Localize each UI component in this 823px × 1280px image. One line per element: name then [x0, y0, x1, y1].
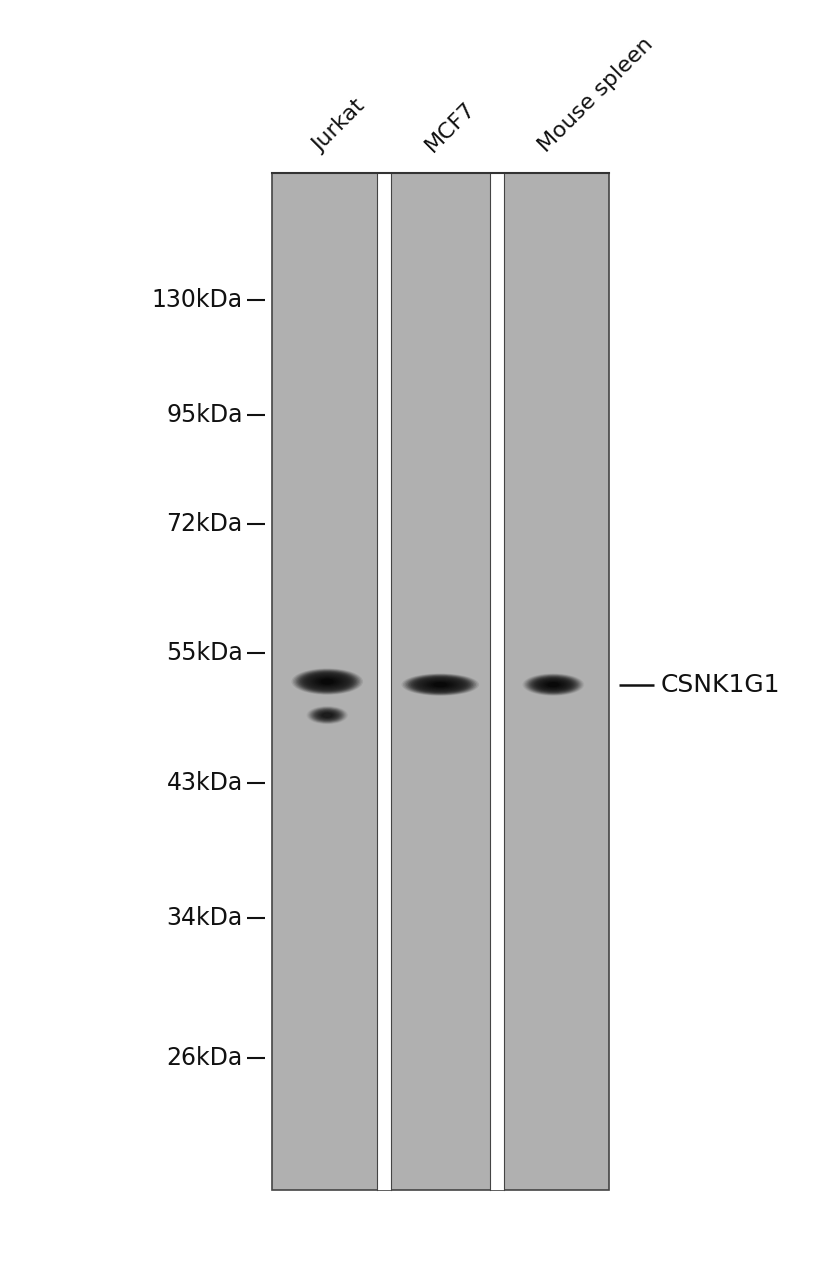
Ellipse shape — [318, 712, 337, 719]
Ellipse shape — [541, 680, 565, 689]
Ellipse shape — [313, 709, 342, 722]
Ellipse shape — [311, 708, 343, 722]
Text: Jurkat: Jurkat — [309, 96, 369, 156]
Ellipse shape — [319, 712, 336, 719]
Ellipse shape — [411, 676, 470, 694]
Bar — [272, 173, 609, 1190]
Text: 130kDa: 130kDa — [151, 288, 243, 312]
Ellipse shape — [532, 677, 574, 692]
Ellipse shape — [317, 710, 337, 719]
Ellipse shape — [545, 681, 562, 687]
Ellipse shape — [317, 678, 337, 685]
Bar — [377, 173, 391, 1190]
Ellipse shape — [308, 707, 346, 723]
Ellipse shape — [417, 678, 463, 691]
Ellipse shape — [548, 682, 559, 687]
Ellipse shape — [301, 672, 353, 691]
Ellipse shape — [538, 680, 568, 690]
Ellipse shape — [309, 708, 345, 723]
Ellipse shape — [321, 678, 333, 685]
Ellipse shape — [414, 677, 467, 692]
Ellipse shape — [528, 676, 578, 694]
Ellipse shape — [299, 671, 356, 692]
Ellipse shape — [300, 672, 355, 691]
Ellipse shape — [537, 678, 570, 690]
Ellipse shape — [309, 707, 346, 723]
Ellipse shape — [307, 707, 347, 724]
Bar — [490, 173, 504, 1190]
Ellipse shape — [310, 676, 345, 687]
Ellipse shape — [323, 713, 332, 717]
Ellipse shape — [403, 673, 477, 695]
Ellipse shape — [291, 668, 363, 695]
Ellipse shape — [310, 708, 344, 722]
Ellipse shape — [533, 677, 573, 691]
Ellipse shape — [297, 671, 357, 692]
Text: MCF7: MCF7 — [422, 99, 480, 156]
Ellipse shape — [525, 675, 582, 695]
Ellipse shape — [528, 676, 579, 694]
Ellipse shape — [295, 669, 360, 694]
Ellipse shape — [406, 675, 475, 695]
Ellipse shape — [531, 677, 575, 692]
Ellipse shape — [323, 713, 331, 717]
Ellipse shape — [425, 680, 456, 689]
Ellipse shape — [536, 678, 570, 691]
Ellipse shape — [306, 707, 348, 724]
Ellipse shape — [420, 678, 461, 690]
Text: Mouse spleen: Mouse spleen — [535, 35, 657, 156]
Text: CSNK1G1: CSNK1G1 — [661, 673, 780, 696]
Ellipse shape — [314, 677, 340, 686]
Text: 72kDa: 72kDa — [166, 512, 243, 536]
Ellipse shape — [423, 680, 458, 690]
Ellipse shape — [430, 681, 451, 687]
Ellipse shape — [409, 676, 472, 694]
Ellipse shape — [315, 710, 339, 721]
Ellipse shape — [316, 710, 338, 719]
Ellipse shape — [295, 669, 359, 694]
Ellipse shape — [309, 675, 346, 689]
Ellipse shape — [542, 681, 565, 689]
Ellipse shape — [314, 709, 341, 721]
Ellipse shape — [416, 677, 465, 691]
Ellipse shape — [523, 673, 583, 695]
Ellipse shape — [311, 676, 343, 687]
Ellipse shape — [305, 673, 351, 690]
Ellipse shape — [293, 669, 361, 694]
Ellipse shape — [402, 673, 479, 696]
Ellipse shape — [412, 677, 468, 692]
Text: 95kDa: 95kDa — [166, 403, 243, 428]
Ellipse shape — [407, 676, 473, 694]
Ellipse shape — [319, 678, 336, 685]
Ellipse shape — [316, 677, 339, 686]
Ellipse shape — [428, 681, 453, 689]
Ellipse shape — [523, 673, 584, 696]
Text: 34kDa: 34kDa — [166, 906, 243, 929]
Text: 55kDa: 55kDa — [166, 641, 243, 666]
Ellipse shape — [322, 713, 333, 718]
Ellipse shape — [535, 678, 572, 691]
Ellipse shape — [321, 712, 334, 718]
Ellipse shape — [540, 680, 567, 690]
Ellipse shape — [307, 675, 347, 689]
Ellipse shape — [426, 681, 454, 689]
Ellipse shape — [421, 680, 459, 690]
Ellipse shape — [303, 672, 351, 691]
Text: 26kDa: 26kDa — [166, 1046, 243, 1070]
Ellipse shape — [312, 709, 342, 722]
Ellipse shape — [546, 682, 560, 687]
Ellipse shape — [434, 682, 447, 687]
Ellipse shape — [405, 675, 476, 695]
Ellipse shape — [313, 676, 342, 687]
Ellipse shape — [320, 712, 335, 718]
Ellipse shape — [543, 681, 563, 689]
Ellipse shape — [314, 709, 340, 721]
Ellipse shape — [431, 682, 449, 687]
Ellipse shape — [526, 675, 580, 695]
Ellipse shape — [306, 673, 349, 690]
Ellipse shape — [419, 678, 462, 691]
Text: 43kDa: 43kDa — [166, 772, 243, 795]
Ellipse shape — [530, 676, 577, 694]
